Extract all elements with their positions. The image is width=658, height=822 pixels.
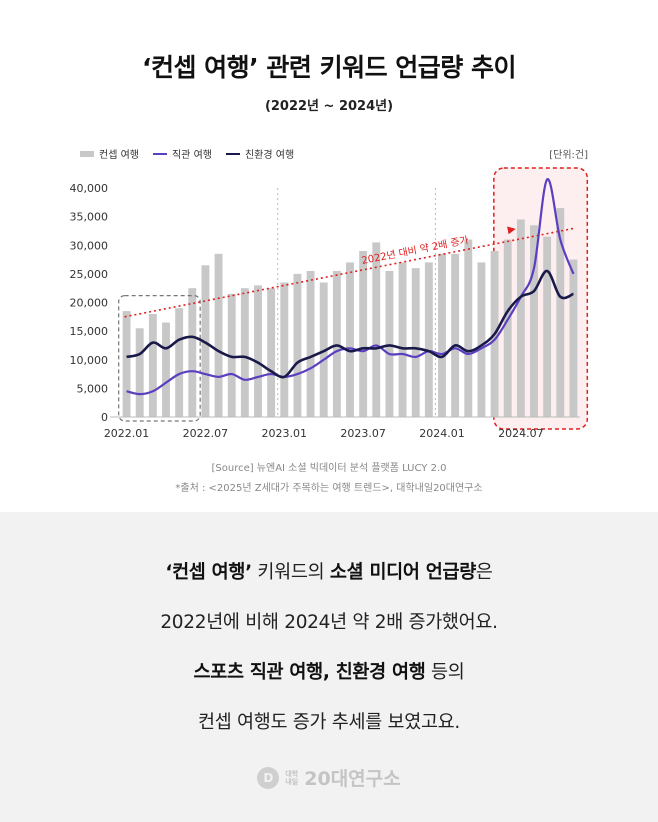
chart-legend: 컨셉 여행 직관 여행 친환경 여행 (80, 146, 294, 161)
summary-bold-mentions: 소셜 미디어 언급량 (329, 562, 476, 583)
bar (346, 262, 354, 417)
x-tick-label: 2023.01 (262, 427, 308, 440)
y-tick-label: 15,000 (70, 325, 109, 338)
summary-line-1: ‘컨셉 여행’ 키워드의 소셜 미디어 언급량은 (0, 548, 658, 598)
brand-logo: D 대학 내일 20대연구소 (0, 764, 658, 791)
x-tick-label: 2022.01 (104, 427, 150, 440)
brand-mark-icon: D (257, 766, 280, 789)
bar (372, 242, 381, 417)
brand-small-2: 내일 (285, 777, 299, 786)
bar (464, 239, 473, 417)
brand-name: 20대연구소 (304, 768, 401, 790)
x-tick-label: 2024.01 (419, 427, 465, 440)
bar (503, 239, 512, 417)
y-tick-label: 20,000 (70, 297, 109, 310)
chart-panel: ‘컨셉 여행’ 관련 키워드 언급량 추이 (2022년 ~ 2024년) 컨셉… (69, 53, 589, 494)
trend-line (124, 227, 576, 318)
summary-text-1b: 키워드의 (251, 562, 330, 583)
source-note: [Source] 뉴엔AI 소셜 빅데이터 분석 플랫폼 LUCY 2.0 (211, 463, 447, 474)
legend-item-sports: 직관 여행 (152, 146, 212, 161)
bar (411, 268, 420, 417)
summary-text-1d: 은 (475, 562, 493, 583)
bar (556, 208, 565, 417)
bar (569, 259, 578, 417)
bar (122, 311, 131, 417)
bar (424, 262, 433, 417)
y-tick-label: 25,000 (70, 268, 109, 281)
legend-bar-swatch (80, 150, 94, 157)
bar (398, 262, 407, 417)
summary-line-4: 컨셉 여행도 증가 추세를 보였고요. (198, 712, 460, 733)
bar (148, 313, 157, 417)
bar (240, 288, 249, 417)
series-line-sports (126, 178, 575, 396)
bar (280, 282, 289, 417)
legend-item-concept: 컨셉 여행 (80, 146, 139, 161)
bar (516, 219, 525, 417)
legend-item-eco: 친환경 여행 (225, 146, 295, 161)
y-tick-label: 35,000 (70, 211, 109, 224)
summary-bold-concept: ‘컨셉 여행’ (165, 562, 252, 583)
summary-line-2: 2022년에 비해 2024년 약 2배 증가했어요. (160, 612, 498, 633)
unit-label: [단위:건] (549, 150, 588, 161)
y-tick-label: 0 (101, 411, 108, 424)
y-tick-label: 5,000 (77, 382, 109, 395)
bar (477, 262, 486, 417)
x-tick-label: 2022.07 (183, 427, 229, 440)
highlight-box-2022 (118, 295, 201, 422)
series-line-eco (126, 269, 574, 379)
legend-label-sports: 직관 여행 (171, 150, 212, 161)
y-tick-label: 40,000 (70, 182, 109, 195)
x-tick-label: 2023.07 (340, 427, 386, 440)
x-tick-label: 2024.07 (498, 427, 544, 440)
legend-line-swatch-eco (225, 152, 240, 155)
legend-label-concept: 컨셉 여행 (99, 150, 139, 161)
brand-small-text: 대학 내일 (285, 770, 298, 786)
bar (306, 271, 315, 417)
summary-text: ‘컨셉 여행’ 키워드의 소셜 미디어 언급량은 2022년에 비해 2024년… (0, 548, 658, 748)
bar (227, 293, 236, 417)
summary-panel: ‘컨셉 여행’ 키워드의 소셜 미디어 언급량은 2022년에 비해 2024년… (0, 512, 658, 822)
bar (385, 271, 394, 417)
bar (188, 288, 197, 417)
bar (543, 236, 552, 417)
bar (175, 308, 184, 417)
legend-label-eco: 친환경 여행 (244, 150, 295, 161)
legend-line-swatch-sports (152, 152, 167, 155)
line-bar-chart: 0 5,000 10,000 15,000 20,000 25,000 30,000 35,0… (70, 167, 589, 440)
chart-title: ‘컨셉 여행’ 관련 키워드 언급량 추이 (141, 53, 517, 82)
summary-line-3: 스포츠 직관 여행, 친환경 여행 등의 (0, 648, 658, 698)
bar (451, 253, 460, 417)
bar (332, 271, 341, 417)
summary-bold-types: 스포츠 직관 여행, 친환경 여행 (193, 662, 426, 683)
citation-note: *출처 : <2025년 Z세대가 주목하는 여행 트렌드>, 대학내일20대연… (175, 483, 483, 494)
bar (135, 328, 144, 417)
bar (254, 285, 262, 417)
summary-text-3b: 등의 (425, 662, 465, 683)
bar (319, 282, 328, 417)
bar (162, 322, 170, 417)
y-tick-label: 10,000 (70, 354, 109, 367)
bar (267, 288, 276, 417)
bar (214, 253, 223, 417)
chart-subtitle: (2022년 ~ 2024년) (264, 99, 394, 114)
bar (293, 273, 302, 417)
bar (438, 253, 446, 417)
trend-arrowhead (507, 226, 516, 235)
bar (359, 250, 368, 417)
brand-small-1: 대학 (285, 769, 299, 778)
y-tick-label: 30,000 (70, 239, 109, 252)
bar (530, 225, 538, 417)
